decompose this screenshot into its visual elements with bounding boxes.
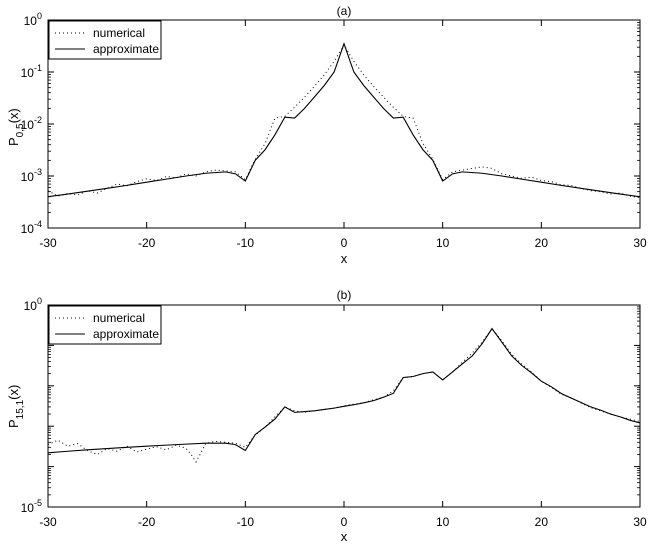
y-tick-label: 10-3 bbox=[21, 167, 42, 184]
y-tick-label: 10-1 bbox=[21, 63, 42, 80]
chart-title: (b) bbox=[337, 288, 352, 302]
x-tick-label: 20 bbox=[535, 515, 549, 529]
legend-box bbox=[48, 20, 162, 60]
chart-title: (a) bbox=[337, 4, 352, 18]
y-axis-label: P15,1(x) bbox=[6, 385, 26, 428]
x-axis-label: x bbox=[341, 251, 348, 266]
y-tick-base: 10 bbox=[21, 170, 35, 184]
series-line-numerical bbox=[48, 44, 640, 199]
x-tick-label: 0 bbox=[341, 515, 348, 529]
x-tick-label: 30 bbox=[633, 515, 647, 529]
y-tick-label: 10-5 bbox=[21, 498, 42, 515]
y-label-tail: (x) bbox=[6, 108, 21, 123]
y-tick-base: 10 bbox=[21, 118, 35, 132]
y-tick-exponent: 0 bbox=[37, 11, 42, 21]
y-tick-label: 100 bbox=[24, 11, 42, 28]
x-tick-label: -20 bbox=[138, 515, 156, 529]
x-tick-label: 0 bbox=[341, 236, 348, 250]
x-tick-label: -30 bbox=[39, 236, 57, 250]
series-line-approximate bbox=[48, 42, 640, 198]
x-tick-label: 10 bbox=[436, 515, 450, 529]
chart-panel-1: (b)-30 -20 -10 0 10 20 3010010-5xP15,1(x)numer… bbox=[6, 288, 647, 544]
legend-entry: approximate bbox=[93, 327, 159, 341]
y-tick-exponent: -1 bbox=[34, 63, 42, 73]
y-tick-exponent: -2 bbox=[34, 115, 42, 125]
x-tick-label: 30 bbox=[633, 236, 647, 250]
y-tick-exponent: -5 bbox=[34, 498, 42, 508]
y-tick-base: 10 bbox=[24, 299, 38, 313]
y-label-subscript: 15,1 bbox=[15, 399, 26, 419]
x-tick-label: 10 bbox=[436, 236, 450, 250]
chart-panel-0: (a)-30 -20 -10 0 10 20 3010010-110-210-310-4xP… bbox=[6, 4, 647, 266]
legend-entry: approximate bbox=[93, 42, 159, 56]
series-line-numerical bbox=[48, 327, 640, 463]
y-axis-label: P0,5(x) bbox=[6, 108, 26, 146]
x-tick-label: 20 bbox=[535, 236, 549, 250]
x-tick-label: -20 bbox=[138, 236, 156, 250]
x-tick-label: -10 bbox=[237, 236, 255, 250]
y-label-tail: (x) bbox=[6, 385, 21, 400]
y-label-main: P bbox=[6, 419, 21, 428]
y-tick-label: 100 bbox=[24, 296, 42, 313]
legend-box bbox=[48, 305, 162, 345]
x-tick-label: -30 bbox=[39, 515, 57, 529]
y-tick-exponent: 0 bbox=[37, 296, 42, 306]
legend-entry: numerical bbox=[93, 26, 145, 40]
y-tick-label: 10-4 bbox=[21, 219, 42, 236]
x-tick-label: -10 bbox=[237, 515, 255, 529]
y-tick-base: 10 bbox=[21, 501, 35, 515]
legend: numerical approximate bbox=[48, 305, 162, 345]
legend: numerical approximate bbox=[48, 20, 162, 60]
y-tick-base: 10 bbox=[21, 222, 35, 236]
x-axis-label: x bbox=[341, 529, 348, 544]
y-tick-exponent: -3 bbox=[34, 167, 42, 177]
legend-entry: numerical bbox=[93, 311, 145, 325]
y-tick-exponent: -4 bbox=[34, 219, 42, 229]
y-label-subscript: 0,5 bbox=[15, 123, 26, 137]
y-tick-base: 10 bbox=[24, 14, 38, 28]
series-line-approximate bbox=[48, 327, 640, 454]
y-tick-label: 10-2 bbox=[21, 115, 42, 132]
y-tick-base: 10 bbox=[21, 66, 35, 80]
y-label-main: P bbox=[6, 137, 21, 146]
